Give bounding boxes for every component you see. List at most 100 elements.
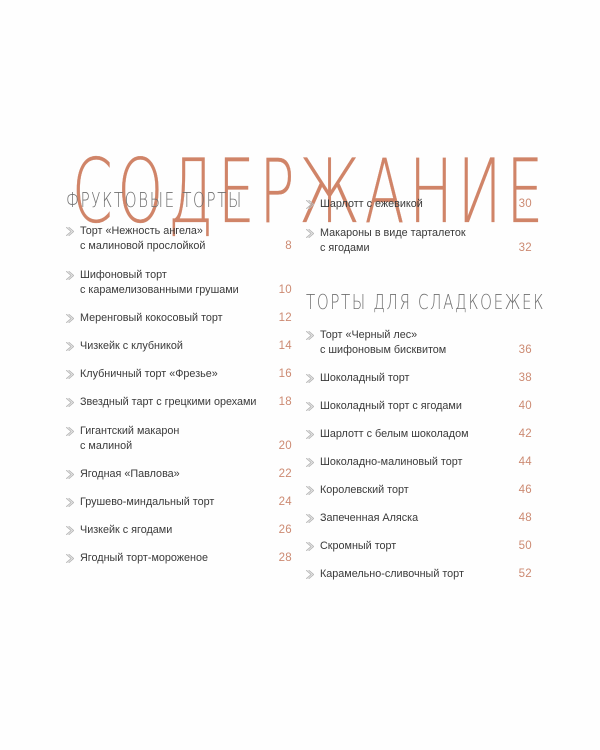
toc-entry-label: Звездный тарт с грецкими орехами [80,395,266,410]
toc-entry-label: Чизкейк с ягодами [80,523,266,538]
chevron-right-icon [306,539,319,551]
toc-entry-page-number: 18 [278,396,292,408]
toc-entry-label: Ягодный торт-мороженое [80,551,266,566]
chevron-right-icon [66,339,79,351]
toc-entry-label: Торт «Черный лес» с шифоновым бисквитом [320,328,506,358]
toc-entry-label: Шарлотт с ежевикой [320,197,506,212]
toc-entry-page-number: 36 [518,344,532,356]
chevron-right-icon [66,467,79,479]
toc-entry-line1: Гигантский макарон [80,425,180,437]
toc-entry[interactable]: Меренговый кокосовый торт 12 [66,304,292,332]
toc-entry[interactable]: Макароны в виде тарталеток с ягодами 32 [306,218,532,262]
toc-section: Шарлотт с ежевикой 30 Макароны в виде тарт… [306,190,532,262]
toc-entry[interactable]: Запеченная Аляска 48 [306,504,532,532]
toc-entry[interactable]: Торт «Нежность ангела» с малиновой просло… [66,216,292,260]
toc-entry[interactable]: Шарлотт с ежевикой 30 [306,190,532,218]
toc-entry-line1: Королевский торт [320,484,409,496]
toc-entry-line2: с ягодами [320,242,370,254]
chevron-right-icon [66,367,79,379]
toc-entry-page-number: 28 [278,552,292,564]
toc-entry-page-number: 10 [278,284,292,296]
chevron-right-icon [66,551,79,563]
toc-entry[interactable]: Шоколадно-малиновый торт 44 [306,448,532,476]
toc-entry-line1: Шоколадный торт с ягодами [320,400,462,412]
chevron-right-icon [306,483,319,495]
toc-entry[interactable]: Гигантский макарон с малиной 20 [66,416,292,460]
toc-entry-page-number: 14 [278,340,292,352]
chevron-right-icon [306,328,319,340]
chevron-right-icon [306,567,319,579]
toc-entry-line1: Шоколадный торт [320,372,410,384]
toc-entry-page-number: 26 [278,524,292,536]
toc-entry-label: Грушево-миндальный торт [80,495,266,510]
toc-entry-line1: Макароны в виде тарталеток [320,227,466,239]
toc-entry-page-number: 42 [518,428,532,440]
toc-entry[interactable]: Грушево-миндальный торт 24 [66,488,292,516]
toc-entry[interactable]: Ягодная «Павлова» 22 [66,460,292,488]
toc-entry-line1: Торт «Черный лес» [320,329,418,341]
toc-section: ФРУКТОВЫЕ ТОРТЫ Торт «Нежность ангела» с м… [66,190,292,572]
toc-entry-label: Меренговый кокосовый торт [80,311,266,326]
toc-entry-line1: Шифоновый торт [80,269,167,281]
toc-entry[interactable]: Карамельно-сливочный торт 52 [306,560,532,588]
toc-entry[interactable]: Торт «Черный лес» с шифоновым бисквитом 36 [306,320,532,364]
toc-entry[interactable]: Королевский торт 46 [306,476,532,504]
toc-entry-page-number: 22 [278,468,292,480]
toc-entry-line1: Меренговый кокосовый торт [80,312,223,324]
toc-entry-line1: Чизкейк с ягодами [80,524,173,536]
toc-entry[interactable]: Шоколадный торт 38 [306,364,532,392]
toc-list: Торт «Черный лес» с шифоновым бисквитом 36… [306,320,532,588]
chevron-right-icon [306,427,319,439]
toc-entry-page-number: 46 [518,484,532,496]
chevron-right-icon [66,523,79,535]
toc-list: Шарлотт с ежевикой 30 Макароны в виде тарт… [306,190,532,262]
toc-entry-line2: с карамелизованными грушами [80,284,239,296]
section-heading: ФРУКТОВЫЕ ТОРТЫ [66,188,243,213]
chevron-right-icon [306,455,319,467]
chevron-right-icon [66,495,79,507]
toc-entry-label: Торт «Нежность ангела» с малиновой просло… [80,224,266,254]
toc-entry-line1: Запеченная Аляска [320,512,419,524]
toc-entry[interactable]: Звездный тарт с грецкими орехами 18 [66,388,292,416]
chevron-right-icon [306,511,319,523]
toc-entry-line1: Ягодный торт-мороженое [80,552,208,564]
toc-entry-line2: с шифоновым бисквитом [320,344,447,356]
toc-entry-label: Чизкейк с клубникой [80,339,266,354]
toc-entry[interactable]: Клубничный торт «Фрезье» 16 [66,360,292,388]
toc-entry-label: Шоколадно-малиновый торт [320,455,506,470]
toc-entry-page-number: 32 [518,242,532,254]
toc-entry-label: Шоколадный торт [320,371,506,386]
toc-entry-label: Запеченная Аляска [320,511,506,526]
toc-entry[interactable]: Шоколадный торт с ягодами 40 [306,392,532,420]
toc-entry[interactable]: Шифоновый торт с карамелизованными грушам… [66,260,292,304]
toc-section: ТОРТЫ ДЛЯ СЛАДКОЕЖЕК Торт «Черный лес» с ш… [306,292,543,588]
toc-entry-page-number: 24 [278,496,292,508]
toc-entry-page-number: 8 [285,240,292,252]
toc-entry-page-number: 50 [518,540,532,552]
page-title: СОДЕРЖАНИЕ [72,139,548,243]
toc-entry-line1: Грушево-миндальный торт [80,496,215,508]
toc-entry-page-number: 20 [278,440,292,452]
toc-entry[interactable]: Скромный торт 50 [306,532,532,560]
toc-entry-line1: Шоколадно-малиновый торт [320,456,463,468]
toc-columns: ФРУКТОВЫЕ ТОРТЫ Торт «Нежность ангела» с м… [0,190,600,599]
toc-entry-page-number: 52 [518,568,532,580]
toc-entry[interactable]: Шарлотт с белым шоколадом 42 [306,420,532,448]
toc-column-right: Шарлотт с ежевикой 30 Макароны в виде тарт… [300,190,600,599]
toc-entry-line1: Карамельно-сливочный торт [320,568,464,580]
toc-entry[interactable]: Чизкейк с ягодами 26 [66,516,292,544]
toc-entry[interactable]: Чизкейк с клубникой 14 [66,332,292,360]
toc-entry-page-number: 16 [278,368,292,380]
chevron-right-icon [66,311,79,323]
toc-entry-label: Шоколадный торт с ягодами [320,399,506,414]
toc-entry-line1: Чизкейк с клубникой [80,340,183,352]
toc-entry-page-number: 38 [518,372,532,384]
toc-entry-line1: Ягодная «Павлова» [80,468,180,480]
toc-entry-label: Карамельно-сливочный торт [320,567,506,582]
toc-entry-label: Клубничный торт «Фрезье» [80,367,266,382]
chevron-right-icon [66,395,79,407]
toc-entry[interactable]: Ягодный торт-мороженое 28 [66,544,292,572]
toc-entry-page-number: 12 [278,312,292,324]
toc-entry-label: Макароны в виде тарталеток с ягодами [320,226,506,256]
chevron-right-icon [306,371,319,383]
